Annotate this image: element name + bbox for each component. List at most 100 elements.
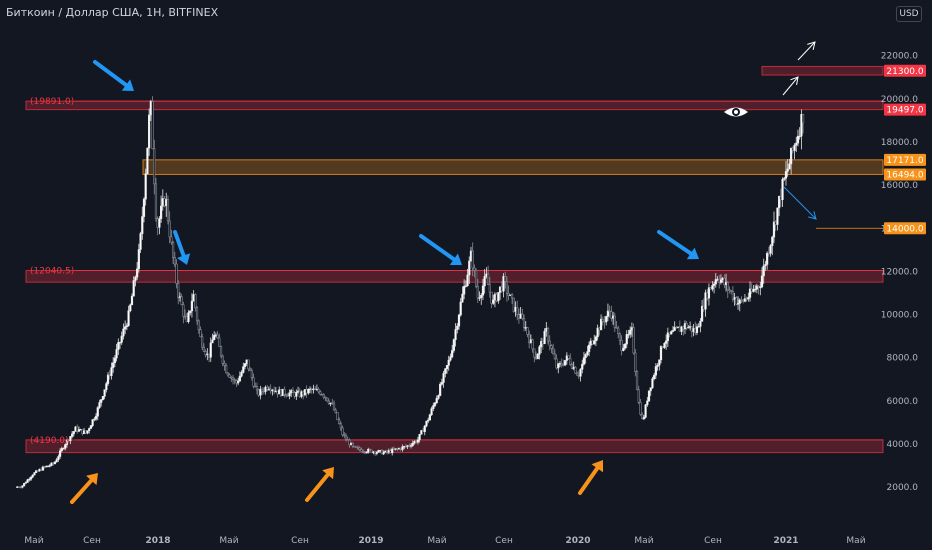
- price-badge-text: 19497.0: [886, 106, 923, 116]
- candle-body: [550, 345, 553, 349]
- candle-body: [651, 378, 654, 389]
- candle-body: [286, 395, 289, 397]
- candle-body: [177, 283, 180, 298]
- x-tick-label: 2021: [773, 536, 798, 546]
- candle-body: [793, 144, 796, 151]
- candle-body: [401, 446, 404, 450]
- candle-body: [48, 465, 51, 467]
- candle-body: [70, 433, 74, 437]
- candle-body: [738, 299, 741, 304]
- candle-body: [430, 408, 433, 416]
- candle-body: [457, 314, 461, 327]
- blue-thin-arrow-head: [808, 211, 817, 220]
- candle-body: [514, 306, 517, 312]
- candle-body: [266, 386, 269, 390]
- candle-body: [315, 389, 318, 391]
- candle-body: [505, 281, 509, 294]
- candle-body: [456, 325, 459, 330]
- candle-body: [533, 348, 536, 358]
- candle-body: [509, 294, 512, 296]
- candle-body: [351, 442, 354, 447]
- candle-body: [486, 273, 490, 285]
- candle-body: [680, 326, 683, 332]
- level-label: (19891.0): [30, 97, 74, 107]
- candle-body: [100, 399, 103, 403]
- blue-arrow-head: [686, 247, 699, 260]
- candle-body: [130, 295, 134, 306]
- candle-body: [368, 448, 372, 451]
- orange-arrow-head: [86, 473, 98, 486]
- candle-body: [387, 450, 390, 453]
- candle-body: [697, 326, 700, 328]
- candle-body: [516, 306, 519, 315]
- candle-body: [762, 265, 765, 277]
- candle-body: [156, 218, 159, 228]
- currency-button[interactable]: USD: [896, 6, 922, 22]
- candle-body: [690, 326, 693, 332]
- price-badge: [884, 222, 926, 235]
- candle-body: [666, 332, 669, 342]
- candle-body: [394, 448, 397, 450]
- candle-body: [528, 334, 531, 344]
- candle-body: [464, 285, 467, 287]
- candle-body: [153, 148, 156, 185]
- blue-arrow-head: [121, 79, 134, 91]
- eye-icon[interactable]: [724, 107, 748, 117]
- candle-body: [552, 347, 555, 355]
- candle-body: [700, 305, 704, 322]
- candle-body: [622, 347, 625, 351]
- candle-body: [26, 479, 29, 483]
- candle-body: [93, 418, 96, 421]
- x-tick-label: Сен: [704, 536, 722, 546]
- candle-body: [79, 429, 82, 431]
- candle-body: [187, 312, 190, 322]
- candle-body: [365, 451, 368, 454]
- candle-body: [594, 336, 598, 342]
- candle-body: [647, 390, 651, 402]
- candle-body: [252, 377, 255, 387]
- candle-body: [291, 390, 295, 393]
- candle-body: [579, 368, 582, 377]
- candle-body: [606, 310, 610, 317]
- candle-body: [231, 377, 235, 380]
- candle-body: [230, 377, 233, 379]
- candle-body: [760, 275, 764, 288]
- candle-body: [170, 236, 173, 243]
- candle-body: [752, 289, 755, 292]
- candle-body: [574, 366, 577, 374]
- candle-body: [719, 279, 723, 283]
- candle-body: [750, 288, 753, 292]
- candle-body: [421, 430, 425, 433]
- candle-body: [278, 389, 281, 395]
- candle-body: [322, 394, 325, 398]
- candle-body: [207, 353, 211, 358]
- candle-body: [213, 335, 216, 341]
- candle-body: [522, 318, 526, 328]
- candle-body: [391, 448, 394, 454]
- candle-body: [488, 284, 491, 293]
- candle-body: [635, 371, 639, 391]
- candle-body: [338, 419, 341, 425]
- candle-body: [272, 389, 276, 392]
- candle-body: [800, 114, 803, 137]
- candle-body: [257, 389, 260, 396]
- candle-body: [581, 363, 584, 370]
- candle-body: [478, 297, 481, 299]
- candle-body: [473, 267, 476, 271]
- candle-body: [403, 445, 406, 448]
- candle-body: [408, 445, 411, 447]
- candle-body: [630, 327, 633, 331]
- candle-body: [45, 465, 48, 468]
- candle-body: [261, 388, 264, 392]
- candle-body: [399, 448, 402, 450]
- x-tick-label: Май: [219, 536, 238, 546]
- candle-body: [94, 415, 98, 420]
- candle-body: [235, 380, 238, 384]
- candle-body: [356, 447, 360, 449]
- candle-body: [141, 216, 144, 234]
- candle-body: [444, 368, 447, 374]
- candle-body: [468, 260, 471, 276]
- candle-body: [197, 320, 200, 330]
- candle-body: [276, 390, 279, 395]
